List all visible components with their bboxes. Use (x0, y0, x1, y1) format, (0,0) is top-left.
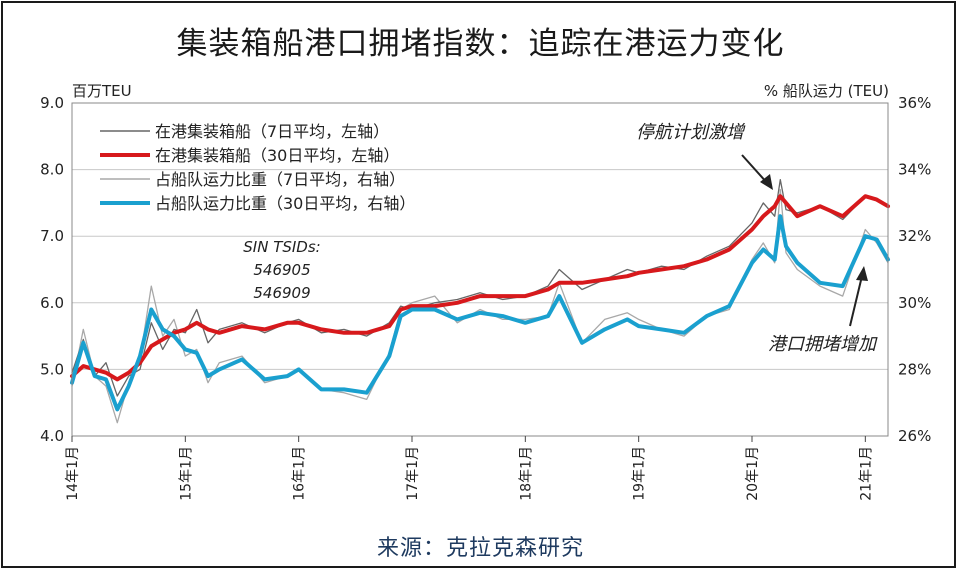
x-tick-label: 17年1月 (405, 446, 421, 501)
x-tick-label: 15年1月 (178, 446, 194, 501)
arrow-congestion-line (849, 275, 863, 327)
x-tick-label: 20年1月 (745, 446, 761, 501)
series-line-2 (70, 194, 890, 382)
axis-layer: 4.0 5.0 6.0 7.0 8.0 9.0 26% 28% 30% 32% 34% 36% 14年1… (40, 94, 931, 501)
x-tick-label: 16年1月 (292, 446, 308, 501)
legend-label: 占船队运力比重（7日平均，右轴） (155, 170, 405, 189)
legend: 在港集装箱船（7日平均，左轴） 在港集装箱船（30日平均，左轴） 占船队运力比重（7… (100, 122, 415, 213)
series-line-3 (71, 188, 889, 424)
annotation-congestion: 港口拥堵增加 (768, 334, 878, 355)
right-tick-label: 32% (898, 227, 931, 245)
annotations: SIN TSIDs: 546905 546909 停航计划激增 港口拥堵增加 (243, 122, 878, 355)
right-tick-label: 30% (898, 294, 931, 312)
x-tick-label: 21年1月 (858, 446, 874, 501)
sin-id-2: 546909 (253, 284, 310, 302)
x-tick-label: 14年1月 (65, 446, 81, 501)
legend-label: 占船队运力比重（30日平均，右轴） (155, 194, 415, 213)
x-tick-label: 18年1月 (518, 446, 534, 501)
right-tick-label: 34% (898, 161, 931, 179)
right-tick-label: 26% (898, 427, 931, 445)
arrow-suspension-head (760, 174, 773, 190)
left-tick-label: 9.0 (40, 94, 64, 112)
legend-label: 在港集装箱船（30日平均，左轴） (155, 146, 399, 165)
sin-label: SIN TSIDs: (243, 238, 320, 256)
series-layer (70, 178, 890, 424)
x-tick-label: 19年1月 (632, 446, 648, 501)
plot-area (71, 102, 889, 437)
arrow-congestion-head (856, 266, 868, 281)
left-tick-label: 8.0 (40, 161, 64, 179)
sin-id-1: 546905 (253, 261, 310, 279)
annotation-suspension: 停航计划激增 (636, 122, 746, 143)
right-tick-label: 36% (898, 94, 931, 112)
left-tick-label: 6.0 (40, 294, 64, 312)
left-tick-label: 7.0 (40, 227, 64, 245)
right-tick-label: 28% (898, 360, 931, 378)
left-tick-label: 5.0 (40, 360, 64, 378)
source-note: 来源：克拉克森研究 (376, 536, 584, 561)
right-axis-unit: % 船队运力 (TEU) (763, 82, 889, 100)
series-line-4 (70, 214, 890, 412)
left-axis-unit: 百万TEU (72, 82, 132, 100)
legend-label: 在港集装箱船（7日平均，左轴） (155, 122, 389, 141)
series-line-1 (71, 178, 889, 397)
left-tick-label: 4.0 (40, 427, 64, 445)
chart-title: 集装箱船港口拥堵指数：追踪在港运力变化 (176, 26, 785, 62)
